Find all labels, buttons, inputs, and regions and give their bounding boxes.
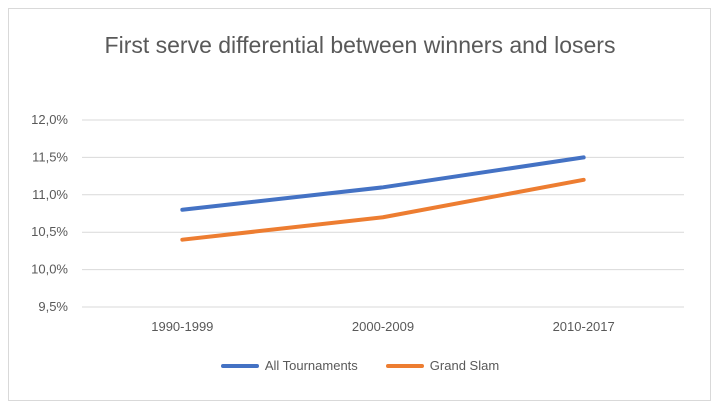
- legend-label-all-tournaments: All Tournaments: [264, 358, 358, 373]
- series-line-all-tournaments: [180, 155, 586, 212]
- legend-label-grand-slam: Grand Slam: [429, 358, 500, 373]
- chart-frame: [8, 8, 711, 401]
- x-tick-label: 2000-2009: [352, 319, 414, 334]
- y-tick-label: 11,5%: [32, 149, 68, 164]
- legend-item-grand-slam: Grand Slam: [385, 358, 500, 373]
- x-tick-label: 1990-1999: [151, 319, 213, 334]
- legend-item-all-tournaments: All Tournaments: [220, 358, 358, 373]
- legend-swatch-grand-slam: [385, 363, 424, 368]
- y-tick-label: 9,5%: [38, 299, 68, 314]
- chart-title: First serve differential between winners…: [104, 32, 616, 58]
- legend-swatch-all-tournaments: [220, 363, 259, 368]
- y-tick-label: 10,5%: [31, 224, 68, 239]
- y-tick-label: 11,0%: [32, 187, 68, 202]
- series-line-grand-slam: [180, 177, 586, 242]
- y-tick-label: 10,0%: [31, 262, 68, 277]
- x-tick-label: 2010-2017: [553, 319, 615, 334]
- chart-legend: All Tournaments Grand Slam: [0, 358, 720, 373]
- y-tick-label: 12,0%: [31, 112, 68, 127]
